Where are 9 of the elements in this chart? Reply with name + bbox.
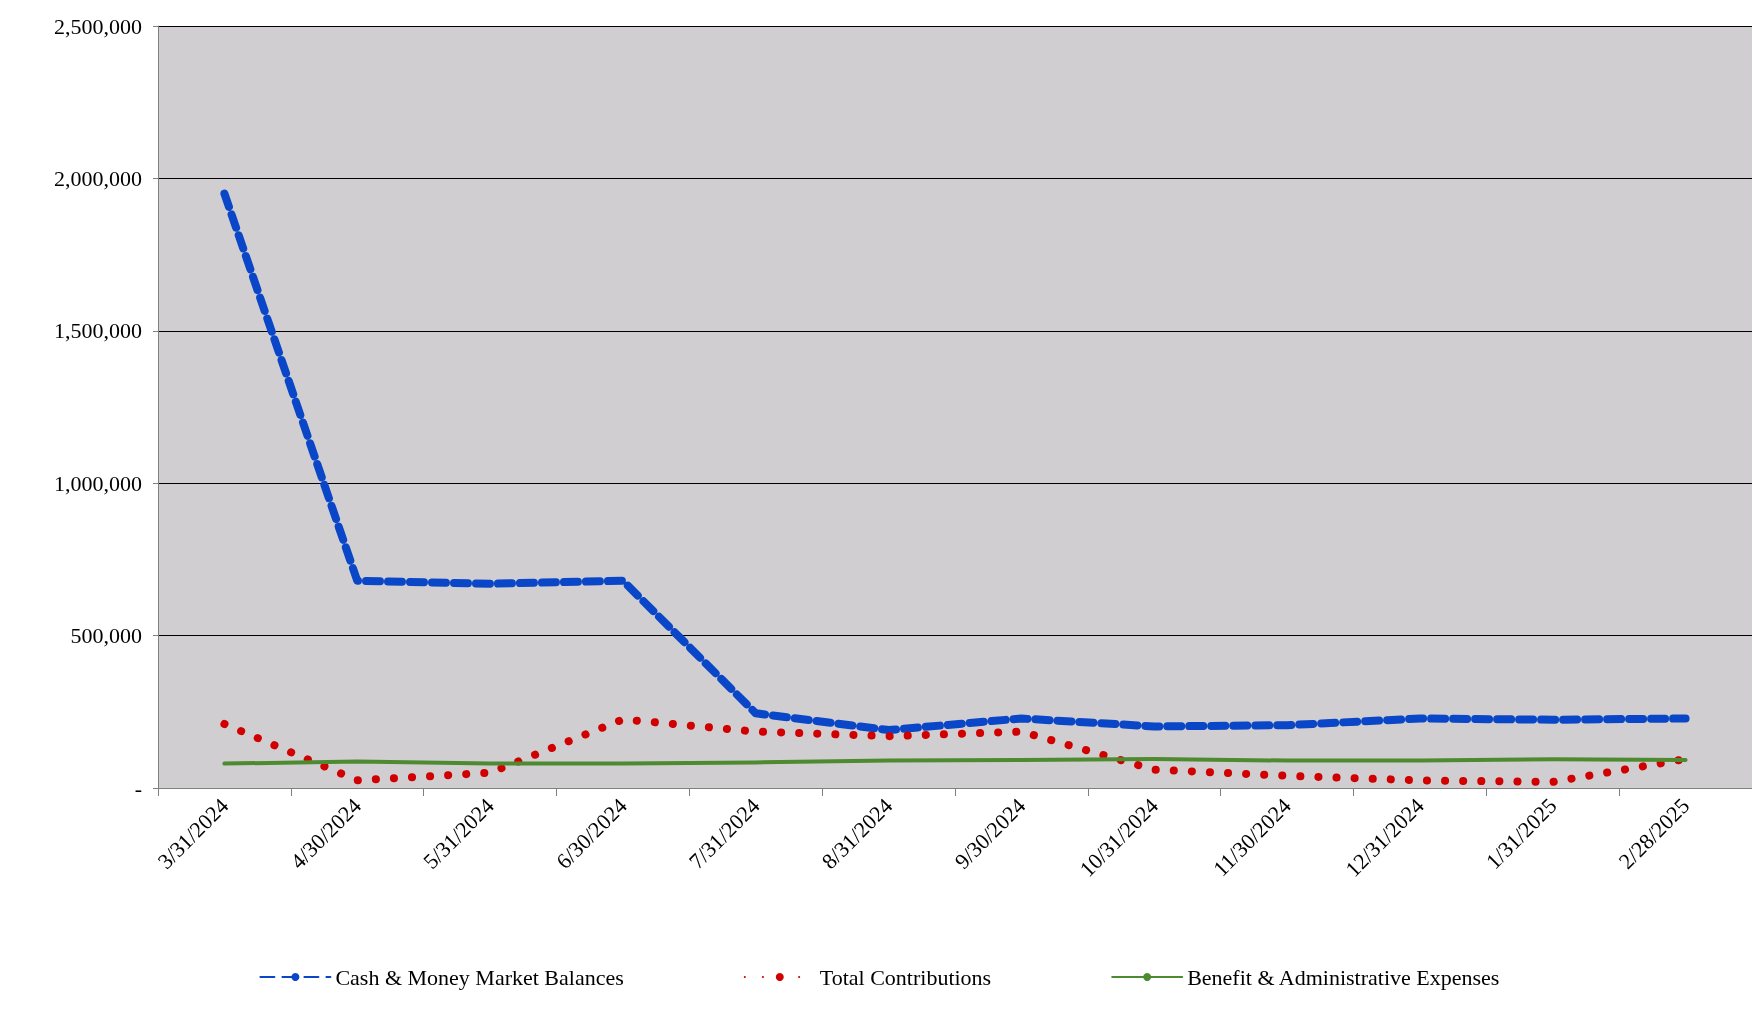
legend-label: Total Contributions bbox=[819, 964, 992, 990]
y-tick-label: 2,500,000 bbox=[54, 13, 142, 39]
y-tick-label: 1,000,000 bbox=[54, 470, 142, 496]
y-tick-label: - bbox=[134, 775, 142, 801]
y-tick-label: 2,000,000 bbox=[54, 165, 142, 191]
y-tick-label: 1,500,000 bbox=[54, 318, 142, 344]
y-tick-label: 500,000 bbox=[70, 623, 142, 649]
legend-label: Benefit & Administrative Expenses bbox=[1187, 964, 1500, 990]
legend-label: Cash & Money Market Balances bbox=[335, 964, 624, 990]
